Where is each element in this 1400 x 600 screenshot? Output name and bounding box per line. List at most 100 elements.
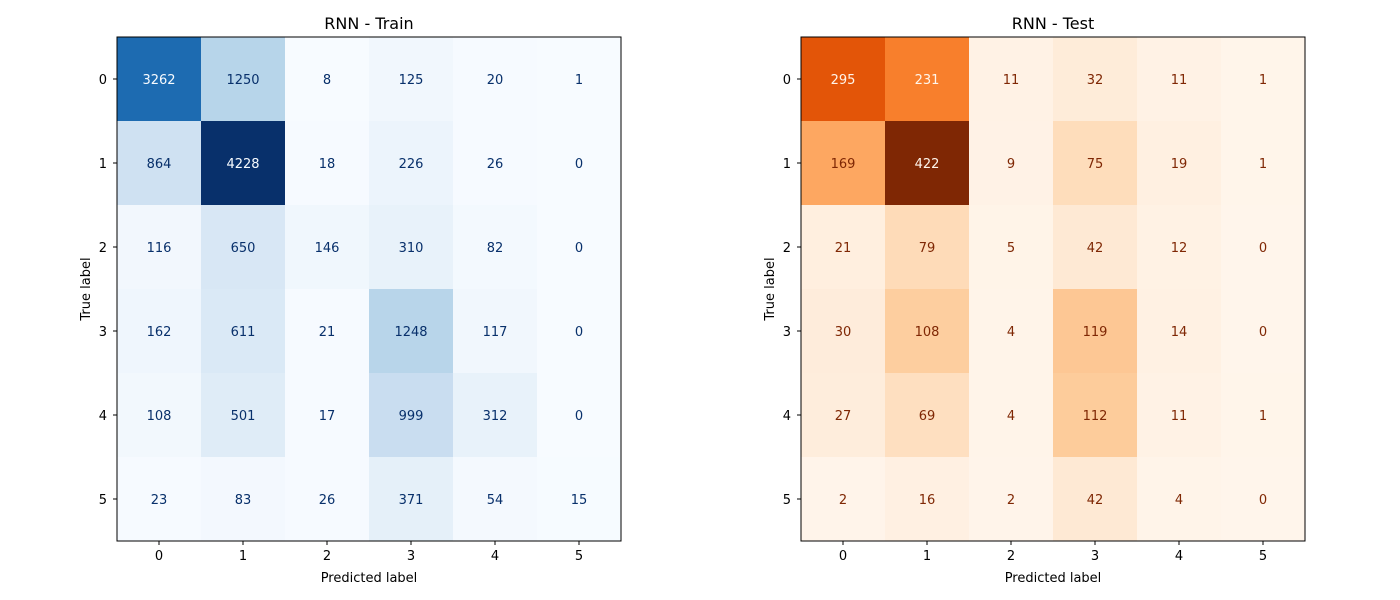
train-cell-label-5-0: 23 xyxy=(151,493,168,508)
train-cell-label-0-3: 125 xyxy=(399,73,424,88)
test-cell-label-5-1: 16 xyxy=(919,493,936,508)
test-cell-4-2 xyxy=(969,373,1054,458)
train-cell-5-1 xyxy=(201,457,286,542)
test-cell-label-3-5: 0 xyxy=(1259,325,1267,340)
train-cell-2-0 xyxy=(117,205,202,290)
train-cell-3-3 xyxy=(369,289,454,374)
test-y-tick-label-3: 3 xyxy=(783,325,791,340)
test-cell-2-0 xyxy=(801,205,886,290)
test-x-axis-label: Predicted label xyxy=(1005,571,1102,586)
train-cell-2-4 xyxy=(453,205,538,290)
train-cell-label-0-0: 3262 xyxy=(142,73,175,88)
train-x-tick-label-5: 5 xyxy=(575,549,583,564)
test-cell-0-3 xyxy=(1053,37,1138,122)
test-cell-label-4-4: 11 xyxy=(1171,409,1188,424)
train-cell-label-5-3: 371 xyxy=(399,493,424,508)
test-y-ticks: 0 1 2 3 4 5 xyxy=(783,73,801,508)
test-cell-1-5 xyxy=(1221,121,1306,206)
test-cell-0-1 xyxy=(885,37,970,122)
train-cell-label-0-5: 1 xyxy=(575,73,583,88)
test-cell-label-5-5: 0 xyxy=(1259,493,1267,508)
train-cell-1-2 xyxy=(285,121,370,206)
test-y-tick-label-1: 1 xyxy=(783,157,791,172)
test-cell-label-0-0: 295 xyxy=(831,73,856,88)
test-cell-3-5 xyxy=(1221,289,1306,374)
test-cell-5-2 xyxy=(969,457,1054,542)
train-x-tick-label-3: 3 xyxy=(407,549,415,564)
test-cell-label-4-2: 4 xyxy=(1007,409,1015,424)
train-cell-label-5-5: 15 xyxy=(571,493,588,508)
test-x-ticks: 0 1 2 3 4 5 xyxy=(839,541,1267,564)
test-cell-label-3-2: 4 xyxy=(1007,325,1015,340)
test-cell-label-1-2: 9 xyxy=(1007,157,1015,172)
train-cell-1-4 xyxy=(453,121,538,206)
test-cell-1-2 xyxy=(969,121,1054,206)
train-x-axis-label: Predicted label xyxy=(321,571,418,586)
train-cell-label-0-2: 8 xyxy=(323,73,331,88)
test-cell-0-5 xyxy=(1221,37,1306,122)
test-y-tick-label-5: 5 xyxy=(783,493,791,508)
test-cell-label-1-3: 75 xyxy=(1087,157,1104,172)
test-x-tick-label-3: 3 xyxy=(1091,549,1099,564)
test-cell-label-2-1: 79 xyxy=(919,241,936,256)
train-y-tick-label-0: 0 xyxy=(99,73,107,88)
train-cell-4-1 xyxy=(201,373,286,458)
test-cell-5-5 xyxy=(1221,457,1306,542)
test-cell-2-1 xyxy=(885,205,970,290)
train-cell-label-3-5: 0 xyxy=(575,325,583,340)
test-cell-0-0 xyxy=(801,37,886,122)
train-x-tick-label-1: 1 xyxy=(239,549,247,564)
train-cell-1-0 xyxy=(117,121,202,206)
train-cell-label-3-1: 611 xyxy=(231,325,256,340)
test-x-tick-label-1: 1 xyxy=(923,549,931,564)
test-cell-label-2-3: 42 xyxy=(1087,241,1104,256)
train-cell-0-5 xyxy=(537,37,622,122)
test-cell-label-3-0: 30 xyxy=(835,325,852,340)
train-cell-label-3-3: 1248 xyxy=(394,325,427,340)
train-cell-2-3 xyxy=(369,205,454,290)
test-cell-2-4 xyxy=(1137,205,1222,290)
train-cell-label-4-0: 108 xyxy=(147,409,172,424)
train-cell-label-2-4: 82 xyxy=(487,241,504,256)
test-y-axis-label: True label xyxy=(763,257,778,321)
train-cell-label-4-1: 501 xyxy=(231,409,256,424)
test-cell-2-3 xyxy=(1053,205,1138,290)
train-y-axis-label: True label xyxy=(79,257,94,321)
test-cell-label-3-4: 14 xyxy=(1171,325,1188,340)
train-cell-label-2-1: 650 xyxy=(231,241,256,256)
train-cell-label-0-4: 20 xyxy=(487,73,504,88)
train-x-tick-label-0: 0 xyxy=(155,549,163,564)
test-cell-label-2-4: 12 xyxy=(1171,241,1188,256)
test-cell-5-4 xyxy=(1137,457,1222,542)
train-cell-5-4 xyxy=(453,457,538,542)
test-cell-label-5-4: 4 xyxy=(1175,493,1183,508)
test-x-tick-label-5: 5 xyxy=(1259,549,1267,564)
test-cell-5-0 xyxy=(801,457,886,542)
train-cell-5-3 xyxy=(369,457,454,542)
test-cell-3-2 xyxy=(969,289,1054,374)
test-cell-label-5-2: 2 xyxy=(1007,493,1015,508)
train-cell-3-4 xyxy=(453,289,538,374)
test-cell-label-4-1: 69 xyxy=(919,409,936,424)
train-cell-1-1 xyxy=(201,121,286,206)
train-cell-label-1-3: 226 xyxy=(399,157,424,172)
test-cell-label-3-1: 108 xyxy=(915,325,940,340)
train-cell-0-1 xyxy=(201,37,286,122)
train-cell-label-1-2: 18 xyxy=(319,157,336,172)
train-cell-3-0 xyxy=(117,289,202,374)
train-cell-1-3 xyxy=(369,121,454,206)
train-cell-2-1 xyxy=(201,205,286,290)
test-cell-4-5 xyxy=(1221,373,1306,458)
train-y-tick-label-3: 3 xyxy=(99,325,107,340)
train-cell-label-2-0: 116 xyxy=(147,241,172,256)
test-cell-4-4 xyxy=(1137,373,1222,458)
train-cell-label-3-2: 21 xyxy=(319,325,336,340)
test-cell-label-1-0: 169 xyxy=(831,157,856,172)
train-y-tick-label-2: 2 xyxy=(99,241,107,256)
train-y-tick-label-1: 1 xyxy=(99,157,107,172)
train-chart-title: RNN - Train xyxy=(324,14,413,33)
test-cell-4-0 xyxy=(801,373,886,458)
